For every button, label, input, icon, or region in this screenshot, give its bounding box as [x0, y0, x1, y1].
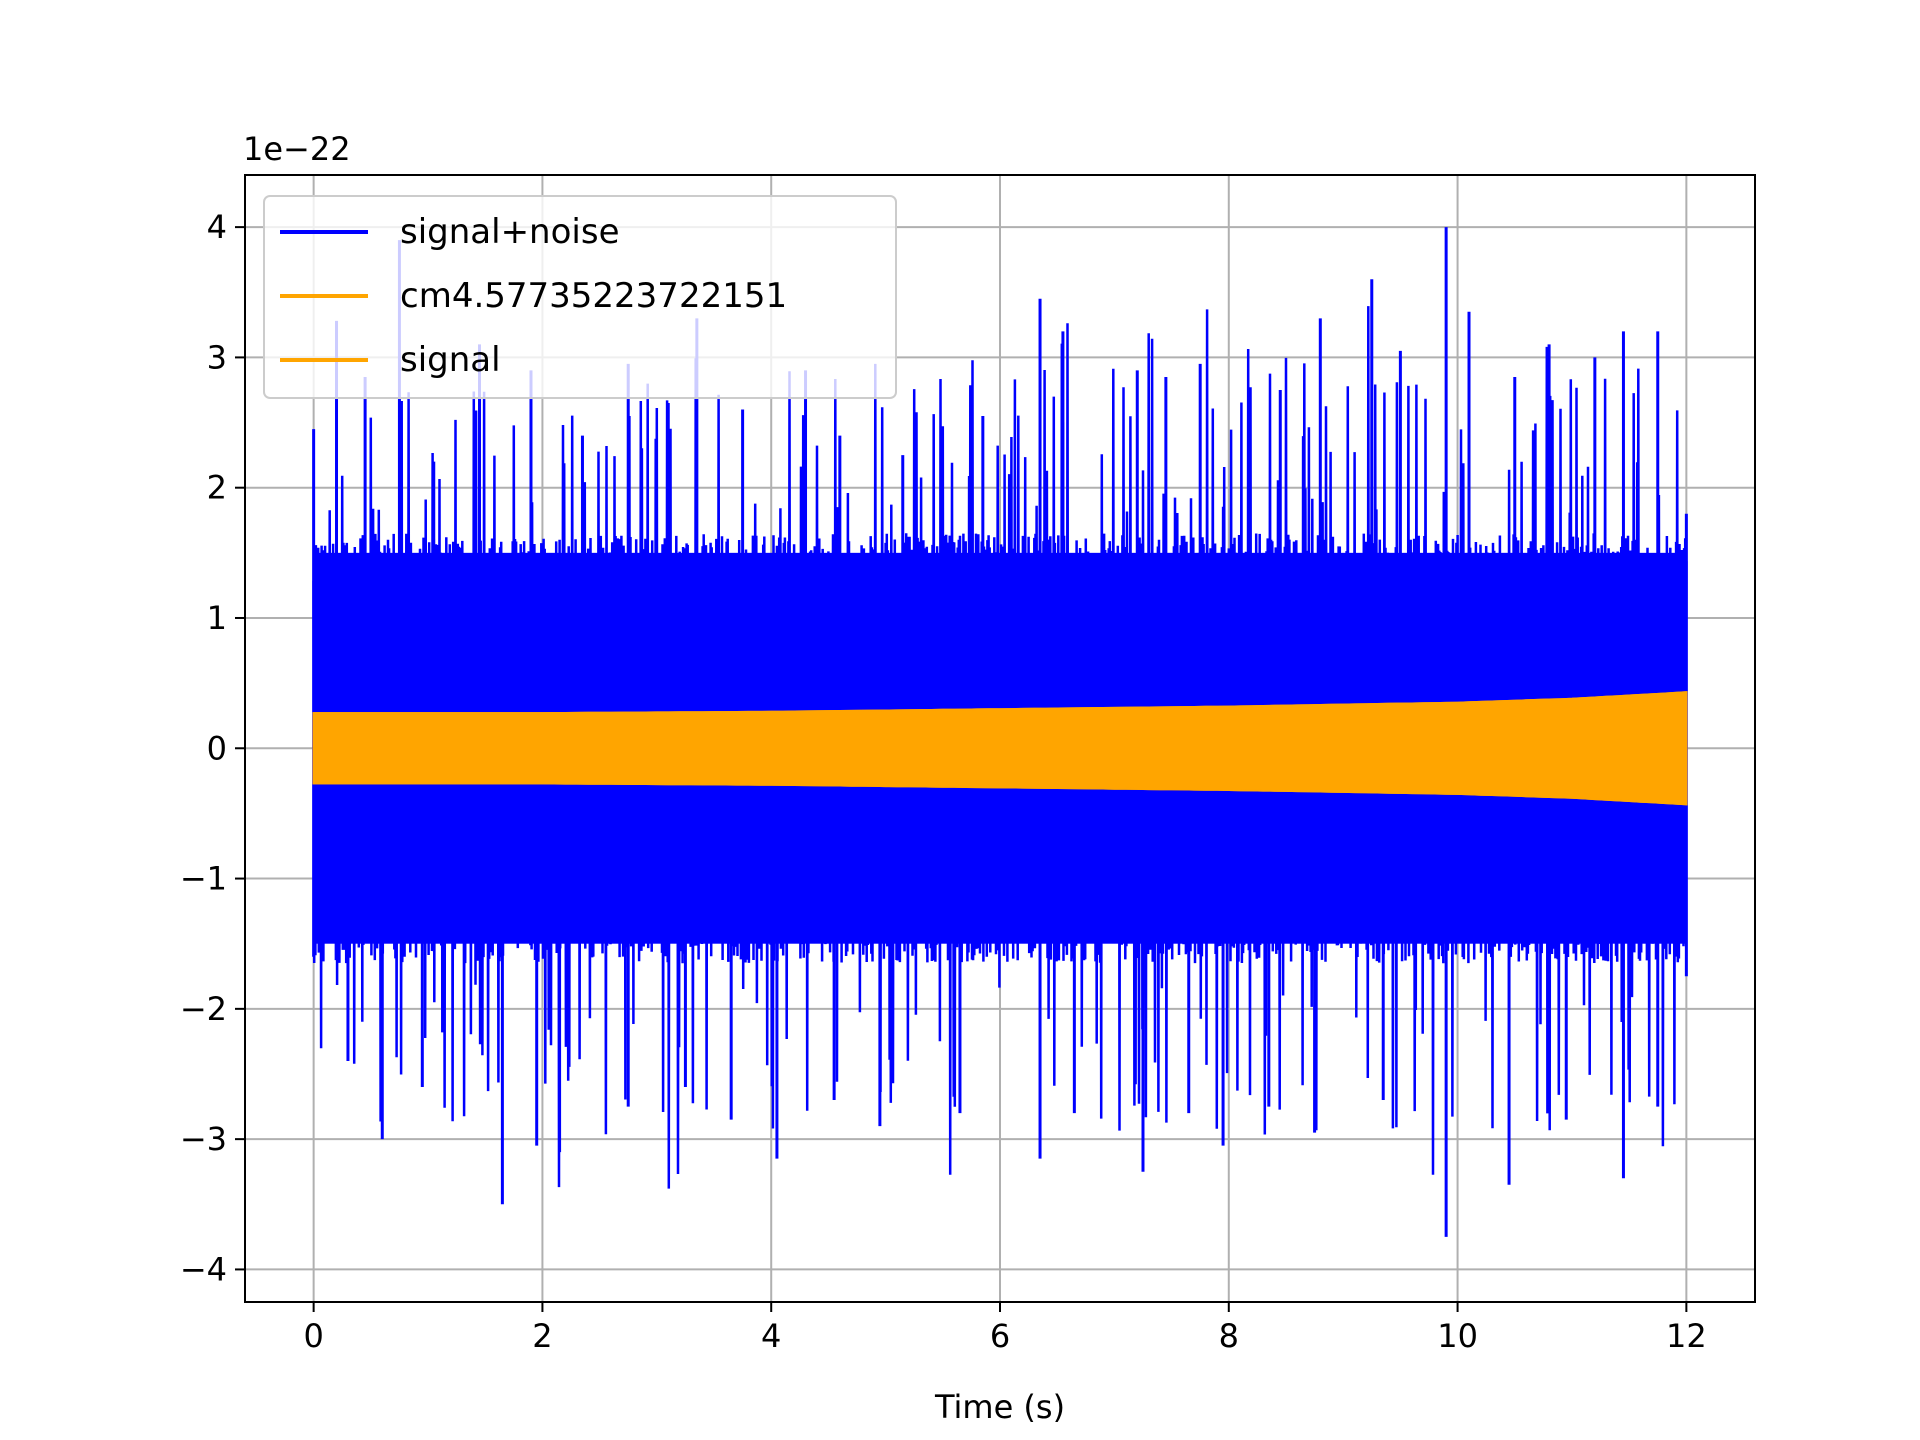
x-tick-label: 4 — [761, 1317, 781, 1355]
legend-label: cm4.57735223722151 — [400, 276, 787, 316]
legend-label: signal — [400, 340, 501, 380]
x-tick-label: 10 — [1437, 1317, 1478, 1355]
y-tick-label: 4 — [207, 208, 227, 246]
x-tick-label: 2 — [532, 1317, 552, 1355]
x-axis-label: Time (s) — [934, 1388, 1065, 1426]
y-tick-label: 2 — [207, 469, 227, 507]
x-tick-label: 6 — [990, 1317, 1010, 1355]
series-group — [312, 227, 1688, 1237]
legend-label: signal+noise — [400, 212, 620, 252]
legend: signal+noise cm4.57735223722151 signal — [263, 195, 897, 399]
series-signal-band — [312, 691, 1688, 806]
y-tick-label: −1 — [180, 860, 227, 898]
x-tick-label: 8 — [1219, 1317, 1239, 1355]
legend-box — [263, 195, 897, 399]
y-tick-label: 0 — [207, 729, 227, 767]
y-tick-label: 1 — [207, 599, 227, 637]
y-tick-label: −2 — [180, 990, 227, 1028]
plot-data — [312, 227, 1688, 1237]
y-tick-label: −4 — [180, 1250, 227, 1288]
x-tick-label: 0 — [303, 1317, 323, 1355]
y-tick-label: −3 — [180, 1120, 227, 1158]
y-offset-label: 1e−22 — [243, 130, 351, 168]
x-tick-label: 12 — [1666, 1317, 1707, 1355]
y-tick-label: 3 — [207, 338, 227, 376]
